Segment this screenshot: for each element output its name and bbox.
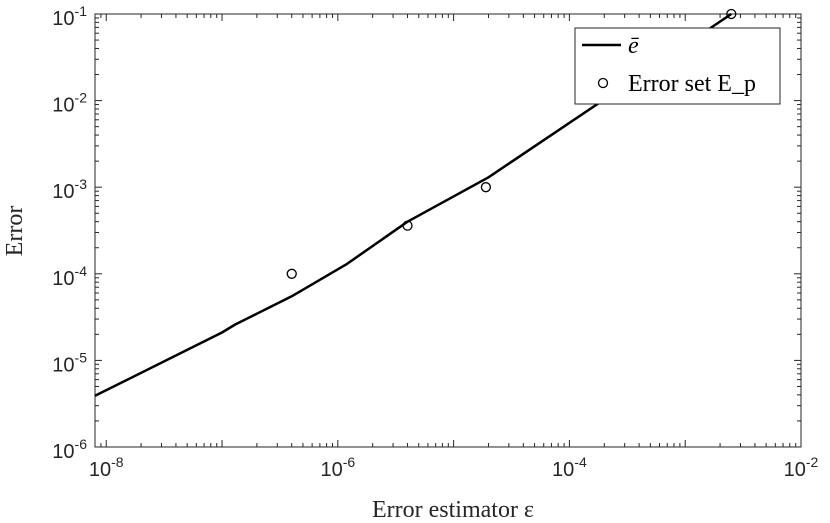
error-set-point xyxy=(480,182,492,193)
y-tick-label: 10-1 xyxy=(52,3,87,30)
legend-label-error-set: Error set E_p xyxy=(628,71,756,97)
x-tick-label: 10-8 xyxy=(89,454,124,481)
y-tick-label: 10-4 xyxy=(52,263,87,290)
legend-label-ebar-text: ē xyxy=(628,33,639,59)
legend-label-ebar: ē xyxy=(628,33,639,59)
legend-marker-swatch xyxy=(597,77,609,89)
y-tick-label: 10-2 xyxy=(52,90,87,117)
error-set-point xyxy=(726,8,737,20)
tick-labels: 10-8 10-6 10-4 10-210-610-510-410-310-210-1 xyxy=(52,3,818,481)
x-tick-label: 10-4 xyxy=(552,454,587,481)
axis-ticks xyxy=(94,13,802,448)
y-tick-label: 10-3 xyxy=(52,176,87,203)
y-tick-label: 10-5 xyxy=(52,349,87,376)
series-layer xyxy=(94,8,737,397)
error-set-point xyxy=(402,220,413,231)
series-line-ebar xyxy=(94,12,732,397)
legend-box xyxy=(574,27,781,105)
y-axis-label: Error xyxy=(2,206,28,257)
legend: ē Error set E_p xyxy=(574,27,781,105)
y-tick-label: 10-6 xyxy=(52,436,87,463)
error-set-point xyxy=(286,268,297,279)
x-tick-label: 10-6 xyxy=(320,454,355,481)
x-axis-label: Error estimator ε xyxy=(372,497,534,523)
x-tick-label: 10-2 xyxy=(784,454,819,481)
